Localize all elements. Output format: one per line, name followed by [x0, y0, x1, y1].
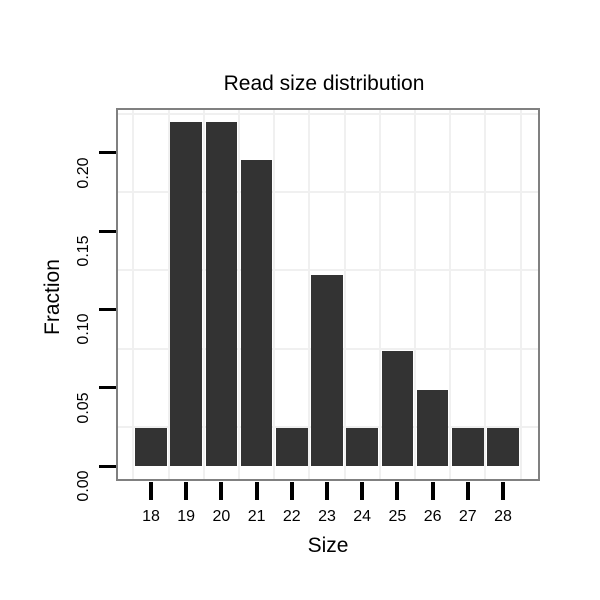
gridline-vertical [238, 110, 240, 479]
gridline-vertical [484, 110, 487, 479]
gridline-vertical [308, 110, 311, 479]
x-tick-label: 28 [494, 508, 512, 525]
x-tick-label: 23 [318, 508, 336, 525]
bar-23 [311, 274, 343, 466]
gridline-horizontal [118, 190, 538, 193]
x-tick-label: 20 [212, 508, 231, 525]
x-tick [325, 482, 329, 500]
y-tick [99, 229, 116, 233]
x-axis-title: Size [307, 534, 349, 557]
y-tick-label: 0.05 [75, 392, 92, 424]
x-tick [395, 482, 400, 500]
bar-19 [170, 122, 202, 466]
x-tick-label: 22 [282, 508, 301, 525]
x-tick [465, 482, 470, 500]
y-tick [99, 151, 116, 155]
gridline-vertical [343, 110, 346, 479]
gridline-vertical [167, 110, 170, 479]
chart-title: Read size distribution [223, 72, 425, 95]
y-tick-label: 0.00 [75, 470, 92, 502]
x-tick-label: 27 [458, 508, 477, 525]
x-tick [219, 482, 224, 500]
x-tick [149, 482, 153, 500]
x-tick-label: 25 [388, 508, 407, 525]
x-tick-label: 19 [177, 508, 196, 525]
bar-24 [346, 427, 378, 466]
x-tick-label: 24 [353, 508, 372, 525]
x-tick-label: 26 [423, 508, 442, 525]
y-tick-label: 0.15 [75, 235, 92, 267]
gridline-vertical [202, 110, 205, 479]
gridline-vertical [449, 110, 452, 479]
x-tick [501, 482, 505, 500]
bar-20 [205, 122, 238, 466]
gridline-vertical [414, 110, 416, 479]
y-tick-label: 0.20 [75, 157, 92, 189]
x-tick-label: 18 [142, 508, 160, 525]
y-tick [99, 464, 116, 468]
gridline-vertical [273, 110, 276, 479]
x-tick [289, 482, 294, 500]
y-tick-label: 0.10 [75, 313, 92, 345]
gridline-horizontal [118, 112, 538, 115]
bar-25 [381, 351, 414, 466]
bar-27 [452, 427, 484, 466]
bar-18 [135, 427, 167, 466]
bar-21 [240, 160, 273, 466]
gridline-horizontal [118, 269, 538, 272]
gridline-vertical [519, 110, 522, 479]
bar-28 [487, 427, 519, 466]
gridline-vertical [378, 110, 381, 479]
gridline-vertical [132, 110, 135, 479]
x-tick [430, 482, 435, 500]
y-axis-title: Fraction [41, 259, 64, 335]
x-tick [254, 482, 259, 500]
y-tick [99, 386, 116, 390]
bar-26 [416, 389, 449, 466]
x-tick [184, 482, 189, 500]
x-tick-label: 21 [247, 508, 266, 525]
bar-22 [276, 427, 308, 466]
x-tick [360, 482, 365, 500]
y-tick [99, 307, 116, 311]
